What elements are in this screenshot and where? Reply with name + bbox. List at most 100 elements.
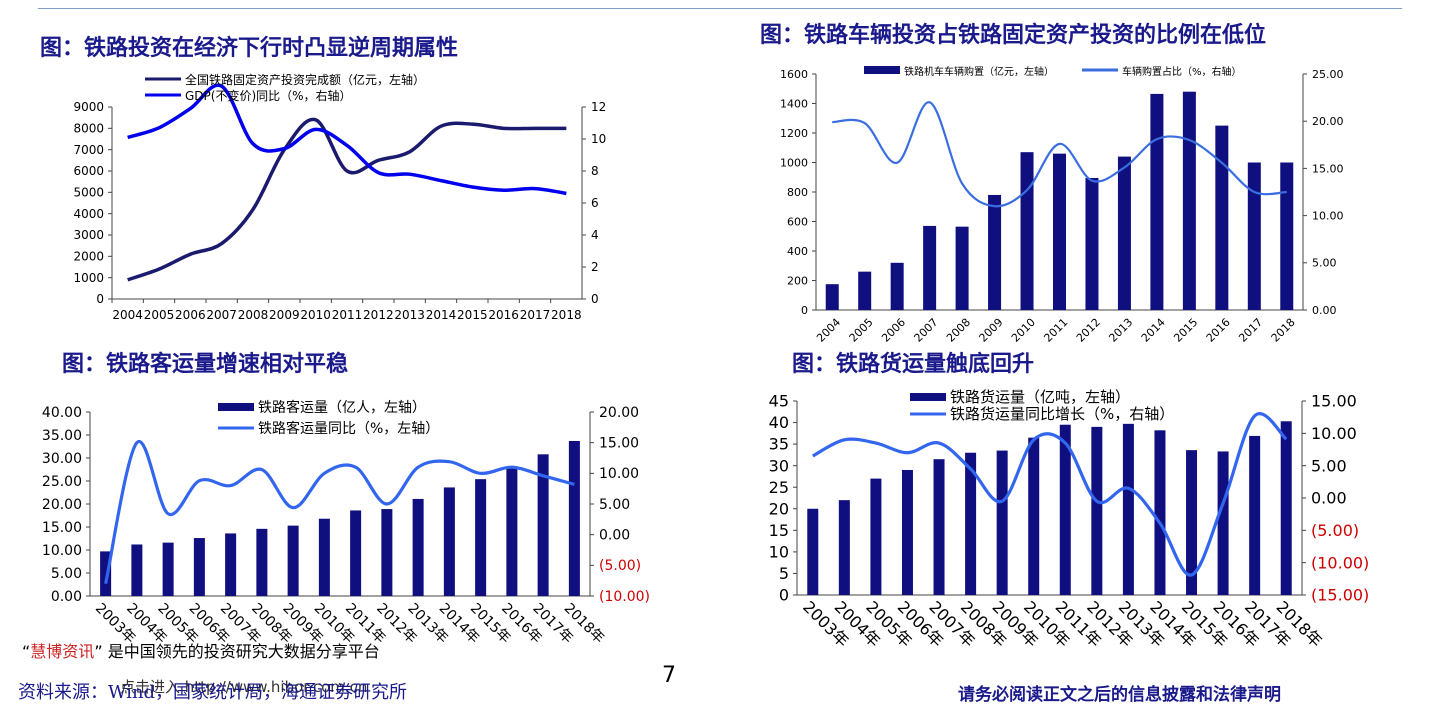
c2-y-tick-label: 200	[787, 274, 808, 287]
c1-y2-tick-label: 8	[591, 164, 599, 178]
c3-y-tick-label: 40.00	[42, 405, 82, 421]
c4-bar	[901, 469, 913, 595]
c3-y2-tick-label: (10.00)	[599, 589, 650, 605]
c3-y-tick-label: 35.00	[42, 428, 82, 444]
c4-y-tick-label: 40	[769, 413, 789, 432]
c2-bar	[1215, 125, 1229, 310]
c2-y2-tick-label: 25.00	[1312, 68, 1344, 81]
c4-y-tick-label: 45	[769, 392, 789, 411]
c2-x-tick-label: 2013	[1106, 316, 1135, 345]
c2-x-tick-label: 2018	[1269, 316, 1298, 345]
c4-y-tick-label: 35	[769, 435, 789, 454]
c2-bar	[858, 271, 872, 310]
c1-y-tick-label: 3000	[73, 228, 104, 242]
c4-legend-label-0: 铁路货运量（亿吨，左轴）	[950, 388, 1130, 406]
c2-x-tick-label: 2010	[1009, 316, 1038, 345]
c1-x-tick-label: 2008	[238, 308, 269, 322]
c1-y2-tick-label: 2	[591, 260, 599, 274]
c4-bar	[807, 508, 819, 595]
c1-y-tick-label: 6000	[73, 164, 104, 178]
c1-x-tick-label: 2017	[520, 308, 551, 322]
footer-tagline-text: 是中国领先的投资研究大数据分享平台	[107, 642, 380, 661]
c2-legend-label-1: 车辆购置占比（%，右轴）	[1122, 65, 1242, 78]
c1-x-tick-label: 2007	[206, 308, 237, 322]
c4-y-tick-label: 10	[769, 542, 789, 561]
c4-y2-tick-label: 10.00	[1311, 424, 1357, 443]
chart3-title: 图：铁路客运量增速相对平稳	[62, 351, 349, 377]
c2-bar	[923, 225, 937, 310]
c2-x-tick-label: 2012	[1074, 316, 1103, 345]
c3-y-tick-label: 30.00	[42, 451, 82, 467]
c3-bar	[537, 454, 549, 596]
c4-y-tick-label: 15	[769, 521, 789, 540]
chart3-passenger-volume: 0.00 5.00 10.00 15.00 20.00 25.00 30.00 35.00 40…	[42, 399, 650, 647]
c2-y2-tick-label: 10.00	[1312, 209, 1344, 222]
c3-bar	[568, 440, 580, 596]
c1-y-tick-label: 1000	[73, 271, 104, 285]
c3-bar	[225, 533, 237, 596]
c2-bar	[1280, 162, 1294, 310]
c2-y2-tick-label: 15.00	[1312, 162, 1344, 175]
footer-brand: 慧博资讯	[30, 642, 95, 661]
c1-x-tick-label: 2013	[394, 308, 425, 322]
c4-legend-swatch-0	[910, 393, 946, 401]
c2-y-tick-label: 600	[787, 215, 808, 228]
c2-y-tick-label: 400	[787, 245, 808, 258]
c2-x-tick-label: 2017	[1236, 316, 1265, 345]
c3-bar	[162, 542, 174, 596]
c3-bar	[256, 528, 268, 596]
c1-x-tick-label: 2004	[112, 308, 143, 322]
c2-x-tick-label: 2011	[1041, 316, 1070, 345]
c3-series-line-1	[104, 439, 575, 585]
c2-y2-tick-label: 20.00	[1312, 115, 1344, 128]
c1-x-tick-label: 2014	[426, 308, 457, 322]
c3-bar	[381, 509, 393, 596]
c1-y2-tick-label: 6	[591, 196, 599, 210]
c2-y-tick-label: 1600	[780, 68, 808, 81]
c3-y-tick-label: 15.00	[42, 520, 82, 536]
c2-bar	[1247, 162, 1261, 310]
c2-x-tick-label: 2005	[847, 316, 876, 345]
c2-y-tick-label: 1200	[780, 127, 808, 140]
c3-bar	[318, 518, 330, 596]
c3-bar	[475, 479, 487, 596]
c3-y2-tick-label: 20.00	[599, 405, 639, 421]
c1-x-tick-label: 2010	[300, 308, 331, 322]
c2-y-tick-label: 0	[801, 304, 808, 317]
c2-y-tick-label: 1400	[780, 97, 808, 110]
chart4-freight-volume: 0 5 10 15 20 25 30 35 40 45 (15.00) (10.00) (5.00) 0.…	[769, 388, 1370, 651]
chart2-title: 图：铁路车辆投资占铁路固定资产投资的比例在低位	[760, 22, 1267, 48]
c1-x-tick-label: 2011	[332, 308, 363, 322]
c2-series-line-1	[832, 101, 1287, 208]
c2-x-tick-label: 2004	[814, 316, 843, 345]
footer-watermark[interactable]: 点击进入 http://www.hibor.com.cn	[120, 678, 368, 696]
c2-bar	[1182, 91, 1196, 310]
c4-bar	[838, 500, 850, 595]
c2-bar	[1020, 152, 1034, 310]
c1-x-tick-label: 2018	[551, 308, 582, 322]
c2-bar	[1117, 156, 1131, 310]
c3-bar	[506, 468, 518, 596]
chart1-title: 图：铁路投资在经济下行时凸显逆周期属性	[40, 35, 459, 61]
c1-x-tick-label: 2015	[457, 308, 488, 322]
c4-bar	[1028, 437, 1040, 595]
c1-y-tick-label: 7000	[73, 143, 104, 157]
c3-y2-tick-label: 5.00	[599, 497, 630, 513]
c4-bar	[996, 450, 1008, 595]
c4-bar	[1154, 430, 1166, 595]
c1-x-tick-label: 2005	[144, 308, 175, 322]
c1-legend-label-0: 全国铁路固定资产投资完成额（亿元，左轴）	[185, 72, 425, 87]
c2-legend-swatch-0	[864, 66, 900, 74]
chart4-title: 图：铁路货运量触底回升	[792, 351, 1035, 377]
c4-y-tick-label: 5	[779, 564, 789, 583]
chart2-rolling-stock-investment: 0 200 400 600 800 1000 1200 1400 1600 0.00 5.00 10.…	[780, 65, 1344, 345]
c4-bar	[1217, 451, 1229, 595]
c2-y2-tick-label: 5.00	[1312, 257, 1337, 270]
c2-bar	[988, 194, 1002, 310]
c3-legend-label-1: 铁路客运量同比（%，左轴）	[258, 420, 439, 437]
c2-y2-tick-label: 0.00	[1312, 304, 1337, 317]
c1-y-tick-label: 8000	[73, 122, 104, 136]
c3-y-tick-label: 5.00	[51, 566, 82, 582]
footer-disclaimer[interactable]: 请务必阅读正文之后的信息披露和法律声明	[958, 685, 1281, 705]
header-rule	[38, 8, 1402, 9]
